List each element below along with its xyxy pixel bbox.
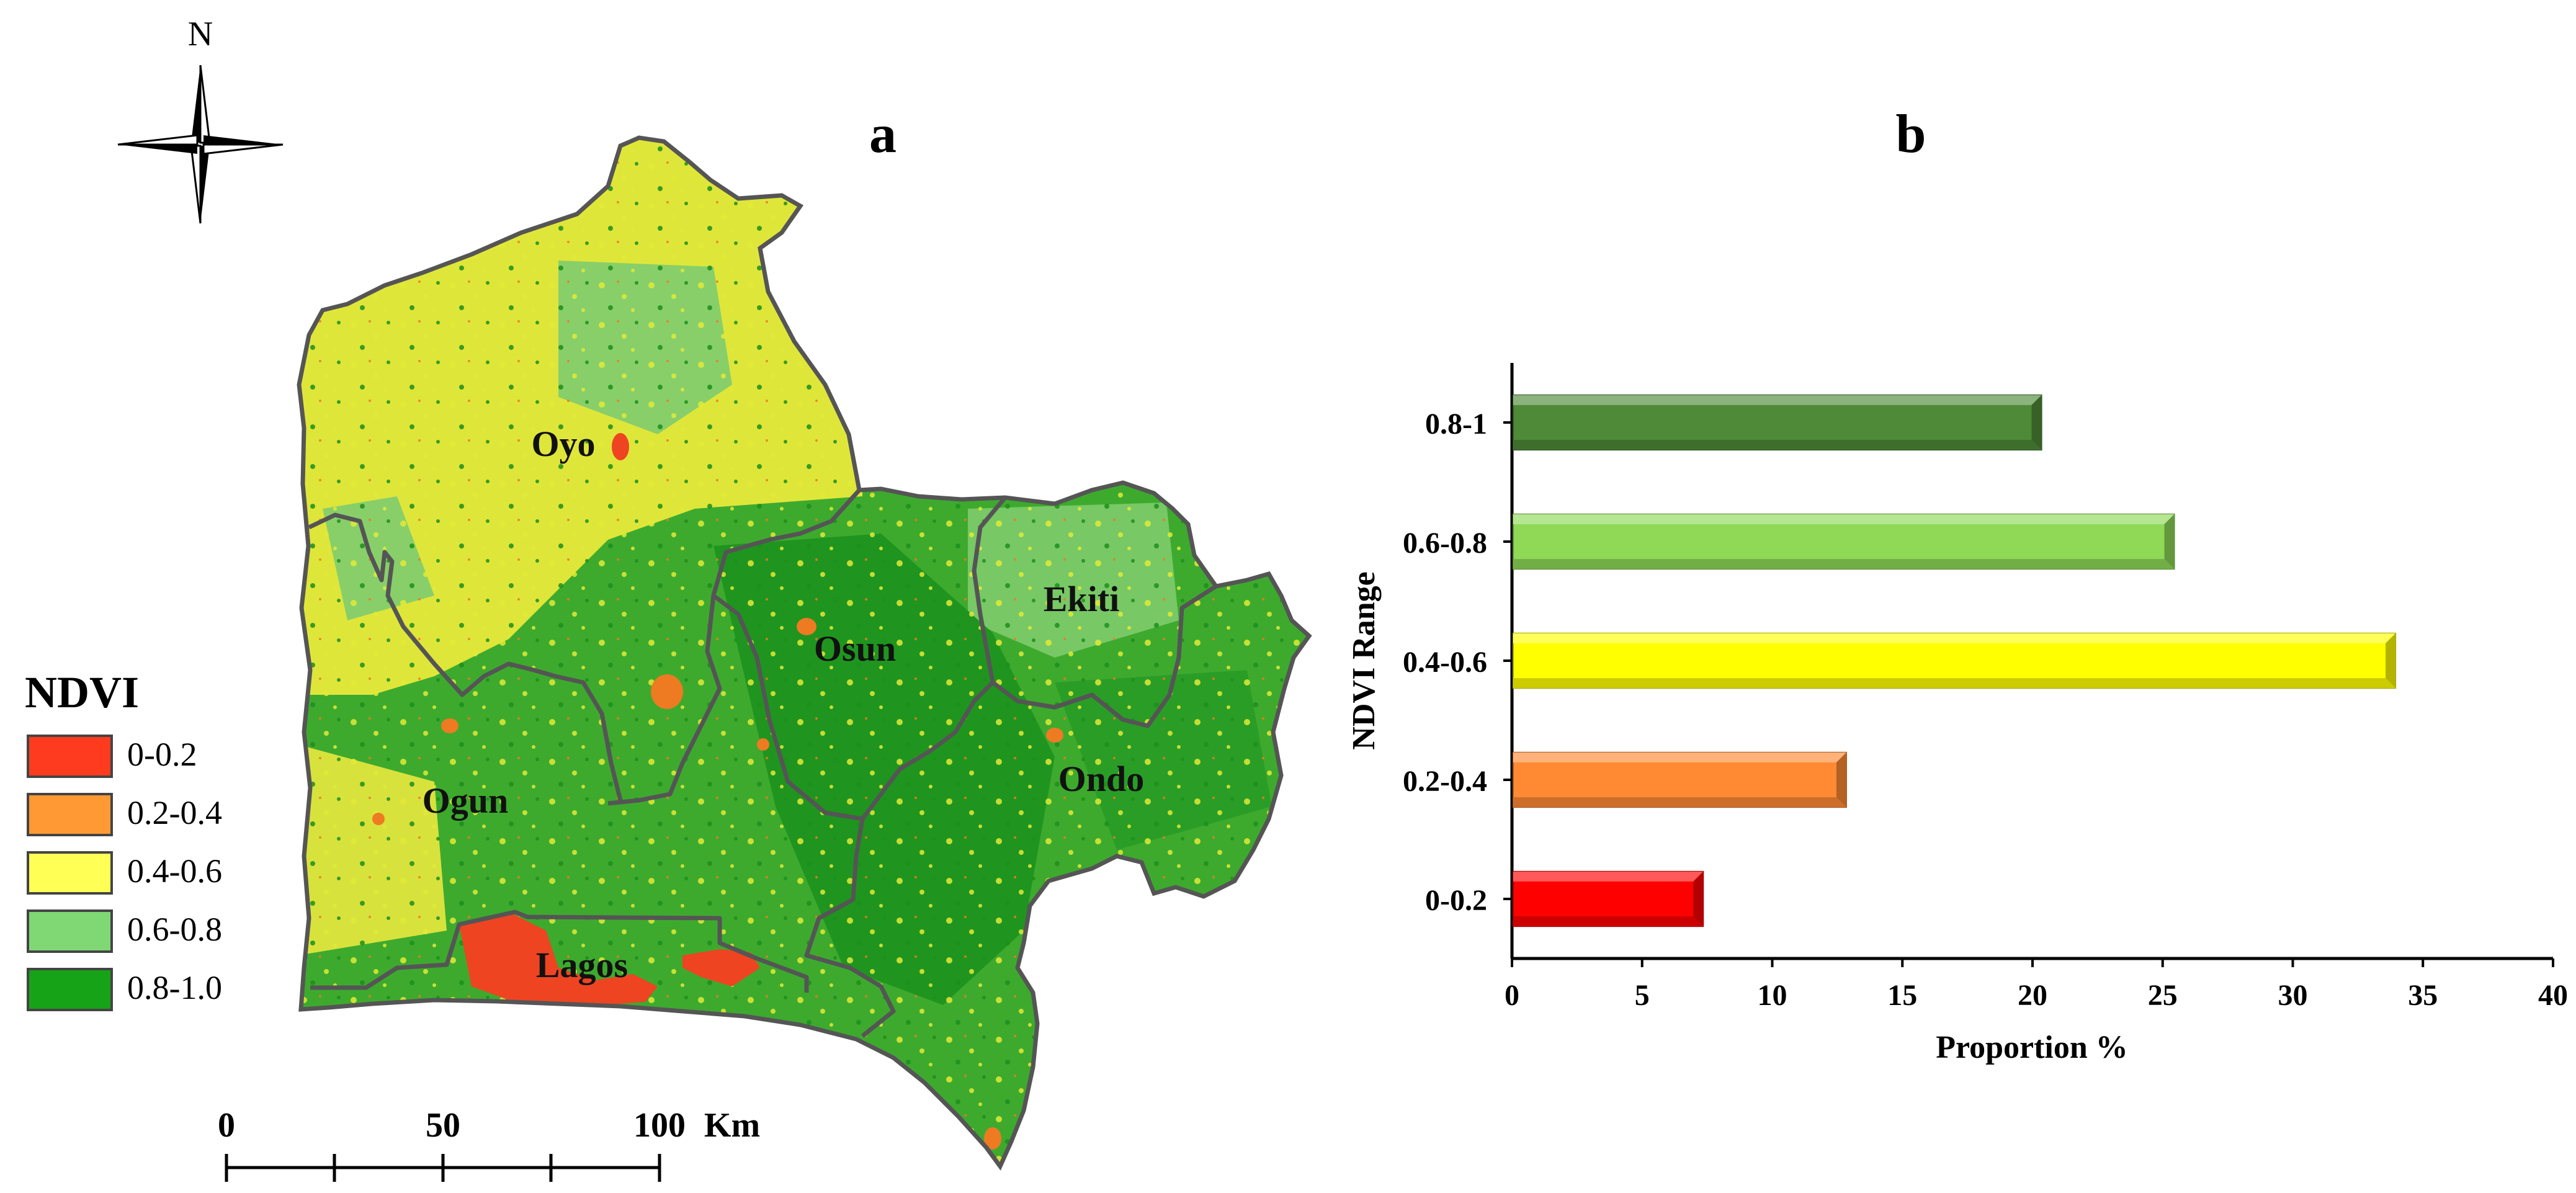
x-tick-label: 10 (1758, 979, 1787, 1012)
legend-swatch (27, 851, 113, 895)
chart-y-axis-label: NDVI Range (1346, 571, 1382, 749)
legend-label: 0.8-1.0 (127, 969, 222, 1006)
map-texture (299, 138, 1309, 1166)
urban-spot (984, 1127, 1001, 1150)
urban-lagos (459, 912, 658, 1006)
urban-spot (612, 433, 629, 460)
legend-swatch (27, 735, 113, 778)
bar-0.2-0.4 (1513, 751, 1847, 808)
y-tick-label: 0.2-0.4 (1403, 765, 1487, 798)
boundary-ogun-ondo (804, 818, 896, 1038)
panel-label-b: b (1896, 104, 1926, 164)
bar-0.6-0.8 (1513, 513, 2175, 570)
scale-bar: 0 50 100 Km (218, 1106, 760, 1182)
chart-x-axis-label: Proportion % (1936, 1030, 2128, 1065)
state-boundaries (308, 488, 1217, 1038)
x-tick-label: 40 (2538, 979, 2568, 1012)
bar-0.4-0.6 (1513, 632, 2397, 689)
urban-spot (757, 738, 769, 751)
x-tick-label: 15 (1887, 979, 1917, 1012)
scale-tick-0: 0 (218, 1106, 235, 1145)
boundary-oyo-osun (607, 488, 861, 806)
north-arrow-icon: N (117, 15, 284, 224)
panel-label-a: a (869, 104, 897, 164)
north-label: N (188, 15, 213, 53)
urban-spot (441, 718, 458, 733)
urban-lagos-lagoon (682, 949, 760, 986)
x-tick-label: 35 (2408, 979, 2438, 1012)
y-tick-label: 0-0.2 (1425, 884, 1487, 917)
legend-label: 0-0.2 (127, 736, 197, 773)
urban-spot (797, 618, 816, 635)
ndvi-proportion-chart: 0 5 10 15 20 25 30 35 40 0-0.2 0.2-0.4 0.4-0.6 0.6-… (1346, 363, 2568, 1065)
boundary-oyo-ogun (308, 512, 623, 801)
x-tick-label: 20 (2018, 979, 2047, 1012)
bar-0.8-1 (1513, 394, 2042, 451)
y-tick-label: 0.4-0.6 (1403, 646, 1487, 679)
legend-swatch (27, 793, 113, 836)
region-label-ondo: Ondo (1058, 759, 1145, 799)
region-label-ekiti: Ekiti (1044, 579, 1120, 619)
scale-unit: Km (704, 1106, 760, 1145)
x-tick-label: 0 (1505, 979, 1519, 1012)
x-tick-label: 5 (1635, 979, 1650, 1012)
y-tick-label: 0.8-1 (1425, 408, 1487, 440)
urban-spot (651, 674, 683, 709)
bar-0-0.2 (1513, 870, 1704, 927)
x-tick-label: 30 (2278, 979, 2308, 1012)
x-tick-label: 25 (2148, 979, 2178, 1012)
legend-title: NDVI (25, 668, 139, 717)
boundary-ekiti (972, 496, 1217, 728)
urban-spot (1046, 728, 1063, 743)
legend-label: 0.4-0.6 (127, 852, 222, 890)
legend-label: 0.2-0.4 (127, 794, 222, 831)
legend-label: 0.6-0.8 (127, 911, 222, 948)
scale-tick-50: 50 (426, 1106, 460, 1145)
region-label-oyo: Oyo (531, 424, 595, 464)
ndvi-legend: NDVI 0-0.2 0.2-0.4 0.4-0.6 0.6-0.8 0.8-1.0 (25, 668, 222, 1011)
urban-spot (372, 813, 385, 825)
region-label-osun: Osun (814, 628, 896, 669)
ndvi-map: Oyo Osun Ekiti Ogun Ondo Lagos (292, 130, 1322, 1179)
legend-swatch (27, 909, 113, 953)
y-tick-label: 0.6-0.8 (1403, 527, 1487, 560)
region-label-lagos: Lagos (536, 945, 628, 985)
legend-swatch (27, 968, 113, 1011)
boundary-lagos (310, 909, 809, 993)
scale-tick-100: 100 (633, 1106, 686, 1145)
region-label-ogun: Ogun (423, 780, 509, 821)
